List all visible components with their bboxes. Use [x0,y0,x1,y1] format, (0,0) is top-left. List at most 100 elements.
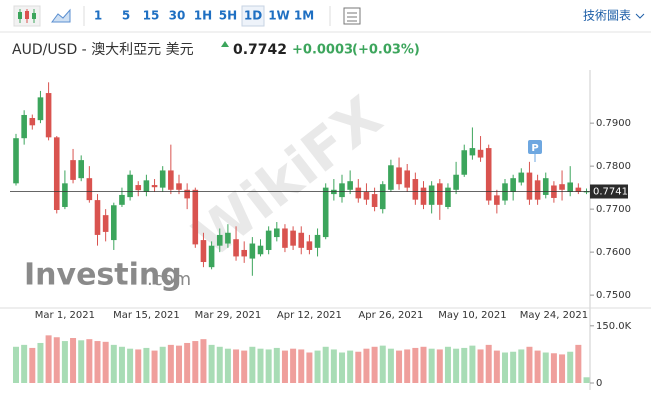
candle-body [502,183,508,201]
candle-body [469,148,476,156]
volume-bar [167,344,174,383]
candle-body [445,187,451,207]
candle-body [257,245,264,255]
interval-button[interactable]: 5 [122,9,130,23]
volume-bar [412,347,419,383]
volume-bar [518,349,525,383]
candle-body [518,172,525,183]
selected-interval [241,5,265,27]
candle-body [265,230,272,250]
volume-bar [176,345,182,383]
volume-bar [118,346,125,383]
last-price: 0.7742 [233,42,287,58]
candle-body [37,97,44,121]
y-tick-label: 0.7500 [596,290,631,301]
candle-body [290,230,296,246]
volume-bar [330,349,337,383]
volume-bar [526,346,533,383]
candle-body [208,245,215,268]
symbol-title: AUD/USD - 澳大利亞元 美元 [12,42,194,58]
volume-bar [477,349,484,383]
y-tick-label: 0.7700 [596,204,631,215]
candle-body [184,189,190,199]
volume-bar [550,353,557,383]
volume-bar [61,341,68,383]
volume-bar [200,339,207,383]
x-tick-label: Mar 1, 2021 [35,310,95,321]
volume-bar [192,341,199,383]
candle-body [143,180,150,192]
up-arrow [221,41,229,47]
y-tick-label: 0.7800 [596,161,631,172]
interval-button[interactable]: 5H [219,9,237,23]
candle-body [494,195,500,205]
candle-body [298,232,305,248]
candle-body [176,183,182,190]
candle-body [331,189,337,195]
interval-button[interactable]: 1M [294,9,314,23]
volume-bar [224,348,231,383]
x-tick-label: Apr 12, 2021 [277,310,342,321]
candle-body [200,240,207,263]
candle-body [282,228,288,248]
candle-body [355,187,362,199]
candle-body [168,170,174,190]
candle-body [151,185,158,188]
candle-body [542,178,549,195]
x-tick-label: May 10, 2021 [438,310,506,321]
event-marker[interactable] [528,140,542,154]
area-icon[interactable] [51,8,71,23]
volume-bar [363,348,370,383]
candle-body [575,187,582,192]
volume-bar [355,351,362,383]
volume-bar [273,347,280,383]
interval-button[interactable]: 30 [169,9,186,23]
event-marker-label: P [531,143,538,154]
volume-bar [559,354,566,383]
candle-body [412,179,419,200]
interval-button[interactable]: 1H [194,9,212,23]
candle-body [102,215,109,232]
settings-icon[interactable] [343,7,361,25]
candle-body [396,167,402,185]
candle-body [371,194,378,207]
volume-bar [314,350,321,383]
volume-bar [322,346,329,383]
price-change-pct: (+0.03%) [352,43,420,58]
candle-body [45,93,52,138]
volume-bar [86,339,93,383]
candle-body [404,170,410,188]
candle-body [241,249,247,257]
candle-body [13,138,19,184]
candle-body [159,170,166,188]
interval-button[interactable]: 1D [244,9,262,23]
interval-button[interactable]: 1W [268,9,290,23]
volume-bar [143,347,150,383]
volume-bar [184,342,191,383]
candle-body [322,187,329,238]
candle-body [461,150,468,175]
current-price-label: 0.7741 [593,187,628,198]
interval-button[interactable]: 15 [143,9,160,23]
candle-icon[interactable] [13,5,41,27]
volume-bar [45,335,52,383]
candle-body [363,191,370,200]
volume-bar [257,348,264,383]
volume-bar [420,346,427,383]
candle-body [62,183,68,207]
volume-bar [298,349,305,383]
interval-button[interactable]: 1 [94,9,102,23]
candle-body [78,160,84,179]
volume-bar [241,350,248,383]
volume-bar [493,350,500,383]
volume-bar [151,350,158,383]
candle-body [127,174,133,198]
volume-bar [216,346,223,383]
volume-bar [21,344,28,383]
tech-chart-menu[interactable]: 技術圖表 [583,9,631,23]
volume-bar [371,346,378,383]
volume-bar [534,350,541,383]
volume-bar [542,352,549,383]
volume-bar [306,352,313,383]
